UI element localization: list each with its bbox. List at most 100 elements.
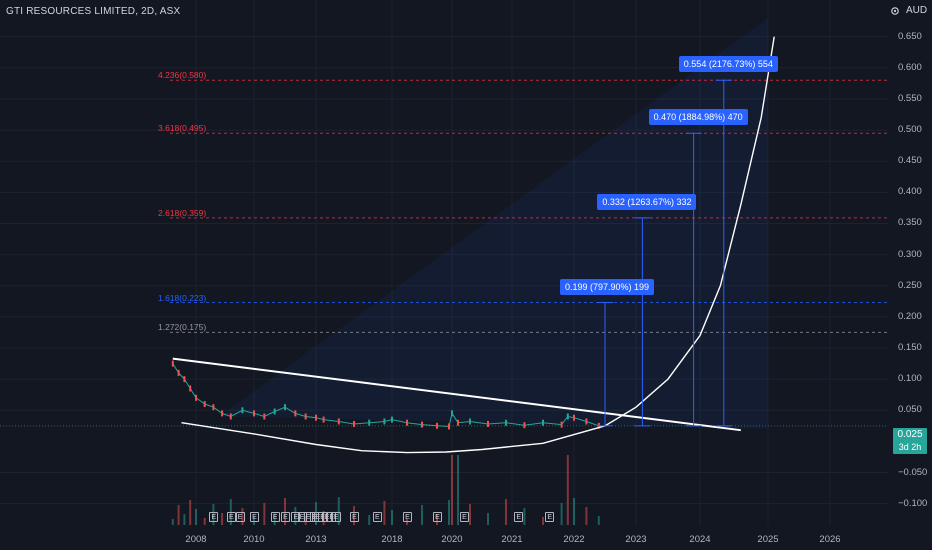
y-tick-label: −0.050 xyxy=(898,466,928,478)
earnings-marker[interactable]: E xyxy=(250,512,259,522)
price-candle xyxy=(566,413,569,420)
volume-bar xyxy=(273,512,276,525)
earnings-marker[interactable]: E xyxy=(313,512,323,522)
volume-bar xyxy=(284,498,286,525)
price-candle xyxy=(294,410,297,417)
volume-bar xyxy=(597,516,600,525)
volume-bar xyxy=(294,507,297,525)
chart-title: GTI RESOURCES LIMITED, 2D, ASX xyxy=(6,6,181,17)
x-tick-label: 2022 xyxy=(563,534,585,545)
earnings-marker[interactable]: E xyxy=(322,512,332,522)
x-tick-label: 2008 xyxy=(185,534,207,545)
earnings-marker[interactable]: E xyxy=(226,512,236,522)
price-candle xyxy=(406,419,408,426)
volume-bar xyxy=(263,503,266,525)
earnings-marker[interactable]: E xyxy=(270,512,280,522)
x-tick-label: 2010 xyxy=(243,534,265,545)
y-tick-label: 0.200 xyxy=(898,310,922,322)
x-tick-label: 2013 xyxy=(305,534,327,545)
earnings-marker[interactable]: E xyxy=(318,512,328,522)
volume-bar xyxy=(566,455,569,525)
volume-bar xyxy=(436,514,438,525)
volume-bar xyxy=(585,507,588,525)
volume-bar xyxy=(505,499,507,525)
price-candle xyxy=(448,423,450,430)
downtrend-line xyxy=(172,357,741,432)
earnings-marker[interactable]: E xyxy=(303,512,313,522)
price-candle xyxy=(505,419,507,426)
volume-bar xyxy=(195,509,197,525)
price-candle xyxy=(177,369,180,376)
price-candle xyxy=(195,394,197,401)
volume-bar xyxy=(573,498,575,525)
y-tick-label: 0.250 xyxy=(898,279,922,291)
y-tick-label: 0.600 xyxy=(898,61,922,73)
price-candle xyxy=(229,413,232,420)
earnings-marker[interactable]: E xyxy=(403,512,412,522)
price-candle xyxy=(436,422,438,429)
earnings-marker[interactable]: E xyxy=(209,512,219,522)
volume-bar xyxy=(406,519,408,525)
price-candle xyxy=(523,422,526,429)
price-candle xyxy=(273,408,276,415)
earnings-marker[interactable]: E xyxy=(327,512,337,522)
volume-bar xyxy=(383,501,386,525)
fib-level-label: 4.236(0.580) xyxy=(158,70,207,81)
price-candle xyxy=(241,407,244,414)
volume-bar xyxy=(221,513,224,525)
earnings-marker[interactable]: E xyxy=(433,512,442,522)
cup-arc-curve xyxy=(181,36,775,454)
y-tick-label: 0.300 xyxy=(898,248,922,260)
earnings-marker[interactable]: E xyxy=(297,512,307,522)
price-candle xyxy=(322,416,325,423)
currency-label: AUD xyxy=(906,5,928,16)
fib-level-label: 1.272(0.175) xyxy=(158,322,207,333)
price-candle xyxy=(353,420,355,427)
price-candle xyxy=(284,404,286,411)
volume-bar xyxy=(203,518,206,525)
price-candle xyxy=(560,421,563,428)
volume-bar xyxy=(368,515,371,525)
price-candle xyxy=(383,418,386,425)
price-candle xyxy=(391,416,393,423)
earnings-marker[interactable]: E xyxy=(350,512,359,522)
volume-bar xyxy=(315,502,317,525)
volume-bar xyxy=(337,497,340,525)
earnings-marker[interactable]: E xyxy=(372,512,382,522)
volume-bar xyxy=(523,508,526,525)
y-tick-label: 0.150 xyxy=(898,342,922,353)
earnings-marker[interactable]: E xyxy=(514,512,524,522)
price-candle xyxy=(487,420,489,427)
price-candle xyxy=(183,376,186,383)
earnings-marker[interactable]: E xyxy=(331,512,341,522)
y-tick-label: 0.500 xyxy=(898,124,922,136)
earnings-marker[interactable]: E xyxy=(460,512,469,522)
x-tick-label: 2025 xyxy=(757,534,779,545)
volume-bar xyxy=(189,500,192,525)
x-tick-label: 2021 xyxy=(501,534,523,545)
price-candle xyxy=(203,401,206,408)
bar-countdown: 3d 2h xyxy=(898,442,922,452)
earnings-marker[interactable]: E xyxy=(545,512,555,522)
projection-zone xyxy=(219,18,768,429)
y-tick-label: 0.400 xyxy=(898,186,922,198)
projection-callout: 0.470 (1884.98%) 470 xyxy=(648,109,748,126)
volume-bar xyxy=(177,505,180,525)
volume-bar xyxy=(421,505,423,525)
earnings-marker[interactable]: E xyxy=(235,512,245,522)
y-tick-label: 0.100 xyxy=(898,373,922,385)
earnings-marker[interactable]: E xyxy=(281,512,290,522)
earnings-marker[interactable]: E xyxy=(291,512,301,522)
price-candle xyxy=(457,419,459,426)
gear-icon[interactable] xyxy=(890,6,900,16)
volume-bar xyxy=(353,506,355,525)
volume-bar xyxy=(451,455,453,525)
price-candle xyxy=(573,414,575,421)
projection-callout: 0.554 (2176.73%) 554 xyxy=(678,56,778,73)
last-price-badge: 0.025 3d 2h xyxy=(893,428,927,454)
volume-bar xyxy=(542,517,544,525)
volume-bar xyxy=(448,500,450,525)
price-candle xyxy=(469,418,471,425)
price-candle xyxy=(585,418,588,425)
